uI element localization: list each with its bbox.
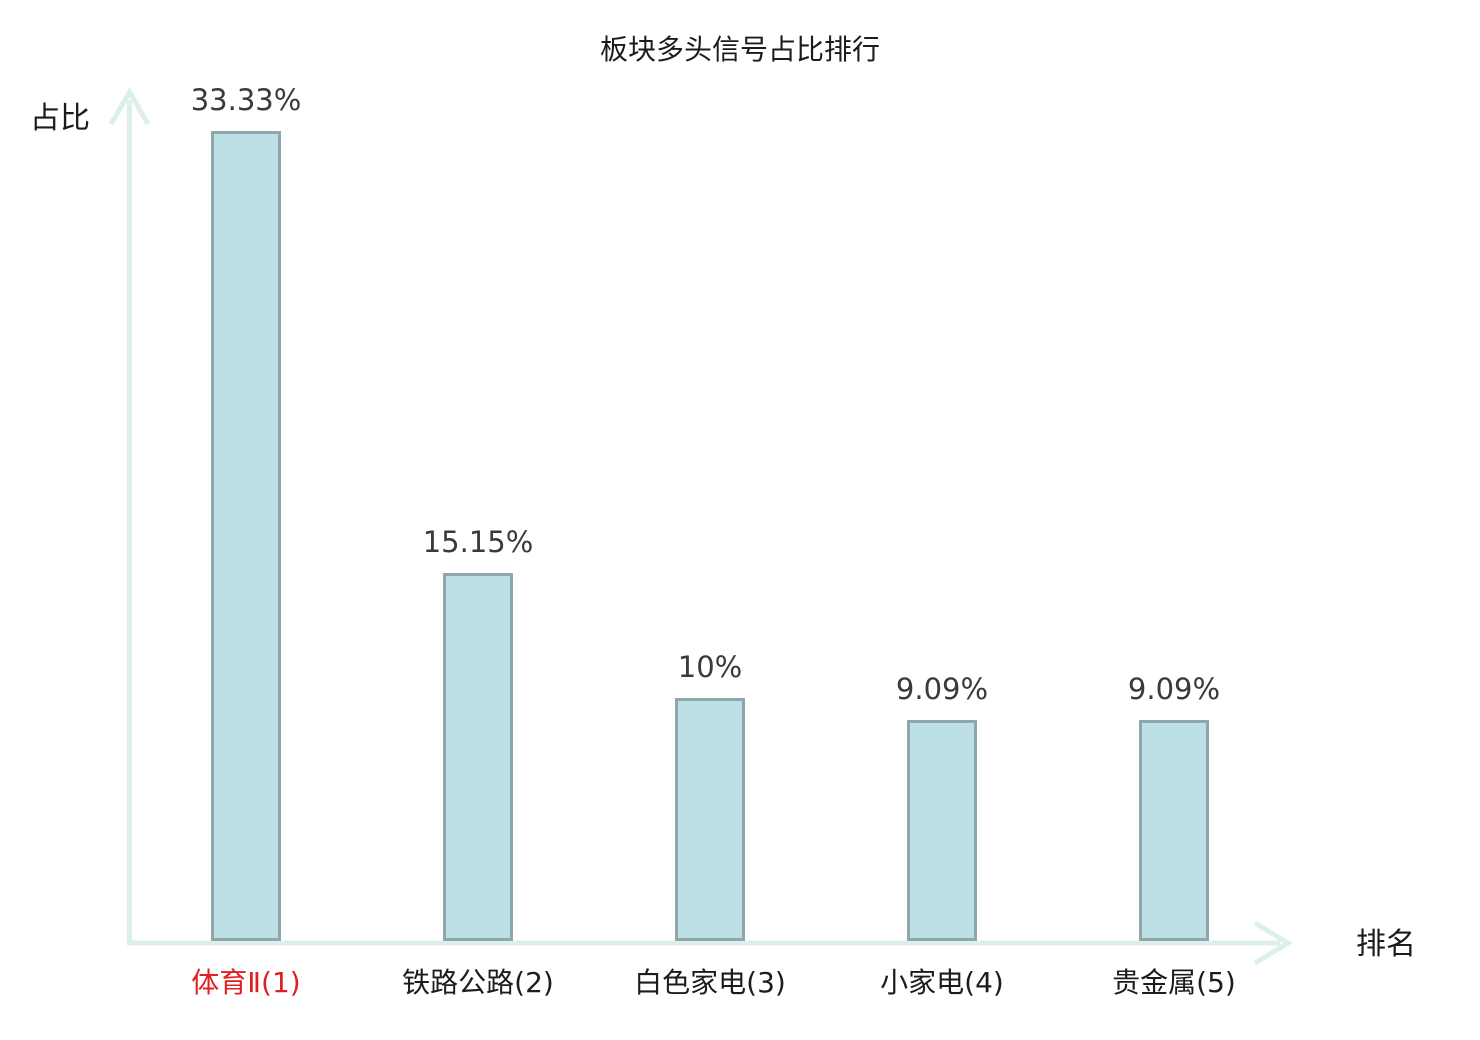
category-label: 体育Ⅱ(1)	[191, 966, 301, 999]
y-axis-arrow-icon	[108, 87, 151, 126]
bar	[1139, 720, 1209, 941]
bar-value-label: 15.15%	[422, 525, 534, 559]
bar-value-label: 33.33%	[190, 83, 302, 117]
bar	[907, 720, 977, 941]
bar-value-label: 9.09%	[895, 672, 989, 706]
category-label: 贵金属(5)	[1112, 966, 1236, 999]
category-label: 小家电(4)	[880, 966, 1004, 999]
bar	[675, 698, 745, 941]
bar	[211, 131, 281, 941]
category-label: 白色家电(3)	[634, 966, 786, 999]
chart-title: 板块多头信号占比排行	[599, 33, 880, 66]
bar-value-label: 9.09%	[1127, 672, 1221, 706]
x-axis-label: 排名	[1356, 927, 1416, 962]
x-axis-arrow-icon	[1253, 920, 1293, 966]
bar	[443, 573, 513, 941]
bar-value-label: 10%	[677, 650, 743, 684]
y-axis-label: 占比	[30, 101, 90, 136]
category-label: 铁路公路(2)	[402, 966, 554, 999]
